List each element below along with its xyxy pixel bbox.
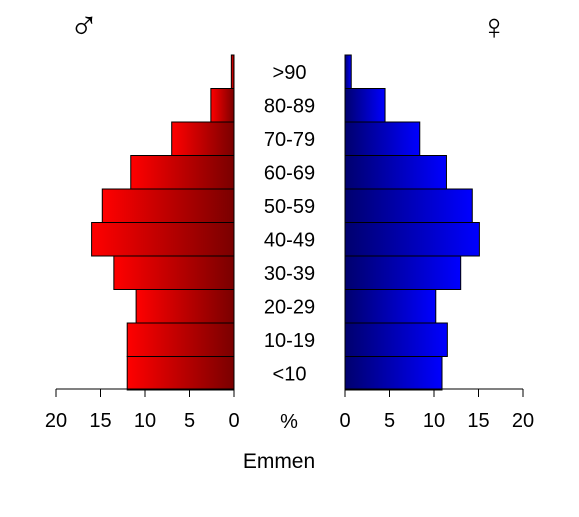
category-label: 50-59 — [264, 196, 315, 218]
male-bar-5059 — [101, 188, 235, 223]
female-bar-10 — [344, 356, 443, 391]
male-bar-8089 — [210, 88, 235, 123]
female-bar-5059 — [344, 188, 473, 223]
female-bar-1019 — [344, 322, 448, 357]
category-label: 80-89 — [264, 95, 315, 117]
category-label: 40-49 — [264, 229, 315, 251]
left-tick-label: 20 — [45, 410, 67, 432]
left-tick-label: 5 — [184, 410, 195, 432]
male-bar-6069 — [130, 155, 235, 190]
right-axis: 0 5 10 15 20 — [339, 388, 534, 432]
right-tick-label: 5 — [384, 410, 395, 432]
category-label: 70-79 — [264, 129, 315, 151]
right-tick-label: 15 — [467, 410, 489, 432]
male-symbol: ♂ — [69, 4, 99, 48]
left-tick-label: 10 — [134, 410, 156, 432]
left-tick-label: 0 — [228, 410, 239, 432]
female-bar-90 — [344, 54, 352, 89]
female-bar-2029 — [344, 289, 437, 324]
left-axis: 20 15 10 5 0 — [45, 388, 240, 432]
category-label: 10-19 — [264, 330, 315, 352]
male-bar-2029 — [135, 289, 235, 324]
female-bar-7079 — [344, 121, 421, 156]
category-label: <10 — [273, 363, 307, 385]
male-bar-3039 — [113, 255, 235, 290]
category-label: 20-29 — [264, 296, 315, 318]
female-bar-3039 — [344, 255, 462, 290]
female-bar-4049 — [344, 222, 480, 257]
male-bar-1019 — [126, 322, 235, 357]
unit-label: % — [280, 411, 298, 433]
male-bar-7079 — [171, 121, 235, 156]
right-tick-label: 20 — [512, 410, 534, 432]
female-bar-6069 — [344, 155, 447, 190]
category-labels: >90 80-89 70-79 60-69 50-59 40-49 30-39 20-29 10… — [264, 62, 315, 386]
category-label: >90 — [273, 62, 307, 84]
category-label: 60-69 — [264, 162, 315, 184]
female-bars — [344, 54, 480, 391]
right-tick-label: 0 — [339, 410, 350, 432]
chart-title: Emmen — [243, 450, 315, 473]
male-bar-10 — [126, 356, 235, 391]
male-bars — [91, 54, 235, 391]
male-bar-90 — [230, 54, 235, 89]
category-label: 30-39 — [264, 263, 315, 285]
left-tick-label: 15 — [89, 410, 111, 432]
female-symbol: ♀ — [481, 6, 508, 47]
female-bar-8089 — [344, 88, 386, 123]
male-bar-4049 — [91, 222, 235, 257]
right-tick-label: 10 — [423, 410, 445, 432]
